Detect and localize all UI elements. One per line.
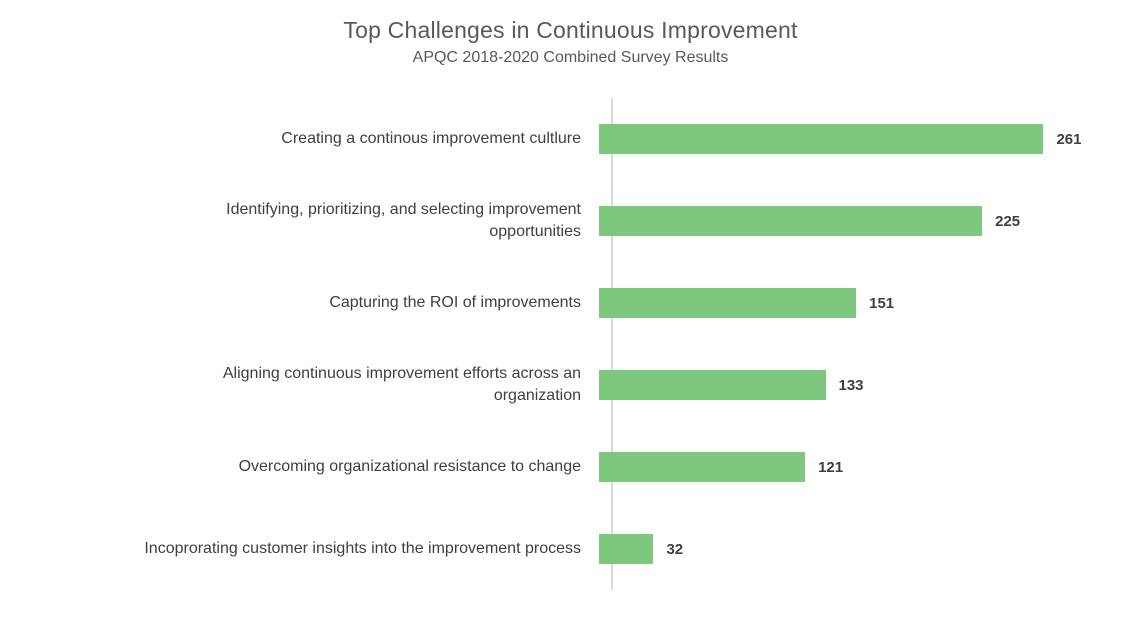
value-label: 133 (838, 376, 864, 394)
value-label: 151 (869, 294, 895, 312)
chart-row: Incoprorating customer insights into the… (0, 508, 1141, 590)
category-label: Creating a continous improvement cultlur… (281, 130, 581, 148)
bar-area: 151 (597, 262, 1141, 344)
chart-title: Top Challenges in Continuous Improvement (343, 17, 798, 43)
chart-row: Creating a continous improvement cultlur… (0, 98, 1141, 180)
category-label: Overcoming organizational resistance to … (238, 458, 581, 476)
bar (599, 206, 983, 236)
bar (599, 452, 806, 482)
value-label: 225 (995, 212, 1021, 230)
category-label: Aligning continuous improvement efforts … (222, 365, 581, 404)
value-label: 121 (818, 458, 844, 476)
y-axis-line (611, 98, 613, 590)
bar-area: 32 (597, 508, 1141, 590)
bar-area: 121 (597, 426, 1141, 508)
bar (599, 534, 654, 564)
chart-row: Aligning continuous improvement efforts … (0, 344, 1141, 426)
bar-area: 261 (597, 98, 1141, 180)
category-label: Capturing the ROI of improvements (329, 294, 581, 312)
category-label: Incoprorating customer insights into the… (144, 540, 581, 558)
bar (599, 124, 1044, 154)
value-label: 261 (1056, 130, 1082, 148)
chart-rows: Creating a continous improvement cultlur… (0, 98, 1141, 590)
bar-area: 225 (597, 180, 1141, 262)
bar (599, 288, 857, 318)
chart-row: Overcoming organizational resistance to … (0, 426, 1141, 508)
chart-subtitle: APQC 2018-2020 Combined Survey Results (412, 49, 729, 66)
bar-area: 133 (597, 344, 1141, 426)
chart-row: Identifying, prioritizing, and selecting… (0, 180, 1141, 262)
value-label: 32 (666, 540, 684, 558)
chart-row: Capturing the ROI of improvements 151 (0, 262, 1141, 344)
category-label: Identifying, prioritizing, and selecting… (226, 201, 581, 240)
bar (599, 370, 826, 400)
plot-area: Creating a continous improvement cultlur… (0, 98, 1141, 590)
